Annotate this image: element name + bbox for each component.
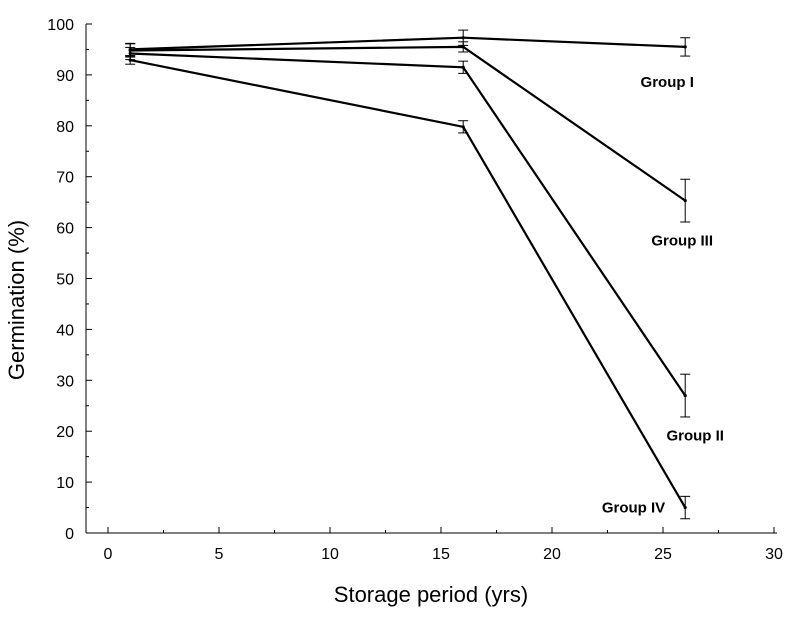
data-point [461, 45, 465, 49]
x-tick-label: 20 [543, 546, 561, 563]
y-tick-label: 80 [56, 119, 74, 136]
y-tick-label: 50 [56, 272, 74, 289]
x-axis-title: Storage period (yrs) [334, 582, 528, 607]
data-point [683, 45, 687, 49]
error-bar-group-iv [125, 55, 136, 65]
error-bar-group-iii [680, 178, 691, 223]
series-label-group-iv: Group IV [602, 500, 665, 517]
axes: 0 10 20 30 40 50 60 70 80 90 100 0 5 10 15 20 25 30 [47, 17, 783, 563]
data-point [461, 125, 465, 129]
series-label-group-i: Group I [641, 74, 694, 91]
labels-layer: Group I Group III Group II Group IV [602, 74, 724, 517]
y-tick-label: 100 [47, 17, 74, 34]
data-point [128, 51, 132, 56]
y-axis-title: Germination (%) [4, 220, 29, 380]
series-line-group-iii [130, 45, 686, 202]
x-tick-label: 0 [104, 546, 113, 563]
series-line-group-ii [130, 52, 687, 397]
x-tick-label: 15 [432, 546, 450, 563]
data-point [461, 36, 465, 40]
y-tick-label: 40 [56, 322, 74, 339]
x-tick-label: 30 [765, 546, 783, 563]
error-bar-group-ii [680, 373, 691, 418]
error-bar-group-i [458, 29, 469, 46]
series-label-group-iii: Group III [651, 233, 713, 250]
y-tick-label: 70 [56, 170, 74, 187]
data-point [128, 58, 132, 62]
y-tick-label: 30 [56, 373, 74, 390]
data-point [461, 65, 465, 69]
error-bar-group-iv [458, 120, 469, 134]
series-line-group-iv [129, 59, 687, 509]
data-point [683, 393, 687, 398]
data-point [683, 505, 687, 510]
x-tick-label: 10 [321, 546, 339, 563]
series-label-group-ii: Group II [666, 428, 724, 445]
y-tick-label: 20 [56, 424, 74, 441]
error-bar-group-iii [458, 41, 469, 53]
error-bar-group-iv [680, 495, 691, 520]
y-tick-label: 0 [65, 526, 74, 543]
error-bar-group-i [680, 37, 691, 57]
y-tick-label: 60 [56, 221, 74, 238]
error-bar-group-ii [458, 60, 469, 74]
x-tick-label: 5 [215, 546, 224, 563]
y-tick-label: 10 [56, 475, 74, 492]
x-tick-label: 25 [654, 546, 672, 563]
y-tick-label: 90 [56, 68, 74, 85]
series-layer [125, 29, 691, 520]
data-point [683, 199, 687, 203]
